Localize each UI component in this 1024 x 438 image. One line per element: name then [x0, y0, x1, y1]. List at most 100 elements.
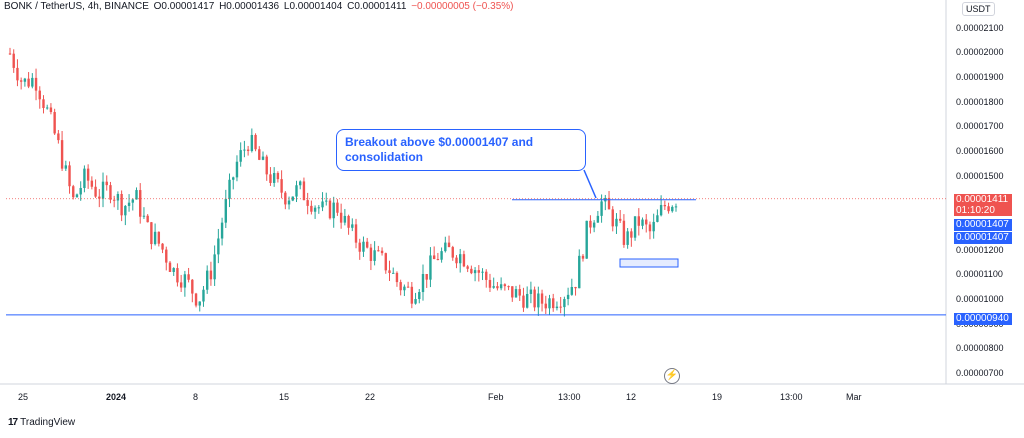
candle [563, 296, 566, 317]
candle [328, 198, 332, 220]
candle [8, 47, 12, 55]
replay-icon[interactable]: ⚡ [664, 368, 680, 384]
time-tick-label: Mar [846, 392, 862, 402]
candle [652, 213, 655, 239]
candle [626, 227, 629, 249]
candle [101, 172, 105, 208]
candle [165, 246, 168, 271]
candle [388, 260, 391, 282]
time-tick-label: 8 [193, 392, 199, 402]
price-tick-label: 0.00001500 [956, 170, 1004, 181]
candle [492, 277, 495, 289]
candle [280, 170, 283, 199]
candle [321, 192, 324, 212]
candle [187, 267, 190, 283]
candle [94, 179, 97, 198]
candle [198, 301, 201, 312]
candle [90, 176, 94, 190]
candle [79, 181, 82, 201]
candle [522, 287, 525, 312]
candle [570, 278, 574, 296]
time-tick-label: 25 [18, 392, 29, 402]
close-value: C0.00001411 [347, 1, 407, 12]
price-tick-label: 0.00001200 [956, 244, 1004, 255]
candle [172, 267, 175, 276]
tradingview-brand[interactable]: 17 TradingView [8, 417, 75, 428]
candle [455, 255, 458, 269]
candle [183, 270, 187, 297]
candle [351, 218, 354, 232]
candle [607, 191, 611, 210]
candle [481, 268, 484, 281]
candle [202, 286, 205, 307]
candle [209, 261, 213, 286]
candle [645, 214, 648, 233]
candle [142, 207, 146, 220]
candle [418, 289, 421, 304]
candle [369, 243, 373, 271]
candle [53, 108, 56, 135]
candle [310, 200, 313, 215]
candle [496, 281, 499, 291]
candle [622, 214, 626, 248]
candle [105, 175, 108, 191]
level-tag-2: 0.00001407 [954, 232, 1012, 244]
time-tick-label: 13:00 [558, 392, 581, 402]
level-tag-1: 0.00001407 [954, 219, 1012, 231]
candle [485, 269, 488, 288]
candle [306, 192, 309, 215]
candle [295, 180, 298, 203]
candle [581, 254, 585, 262]
candle [146, 214, 149, 223]
low-value: L0.00001404 [283, 1, 343, 12]
candle [64, 160, 68, 171]
annotation-line-1: Breakout above $0.00001407 and [345, 135, 534, 149]
candle [395, 271, 399, 287]
currency-label[interactable]: USDT [962, 2, 995, 16]
candle [46, 104, 49, 110]
candle [656, 209, 659, 223]
candle [540, 289, 544, 312]
candle [332, 196, 335, 228]
price-tick-label: 0.00000700 [956, 368, 1004, 379]
candle [34, 68, 38, 101]
candle [384, 252, 387, 274]
candle [432, 246, 436, 260]
time-tick-label: 19 [712, 392, 723, 402]
time-tick-label: Feb [488, 392, 504, 402]
candle [525, 286, 529, 309]
candle [592, 220, 596, 233]
price-tick-label: 0.00001000 [956, 294, 1004, 305]
candle [533, 286, 536, 312]
symbol-name[interactable]: BONK / TetherUS, 4h, BINANCE [4, 1, 149, 12]
candle [49, 103, 53, 115]
candle [529, 281, 533, 304]
consolidation-box[interactable] [619, 258, 679, 268]
brand-name: TradingView [20, 417, 76, 428]
candle [343, 208, 347, 226]
candle [663, 200, 667, 210]
candle [574, 286, 577, 296]
candle [578, 249, 581, 289]
candle [27, 72, 30, 89]
candle [451, 245, 454, 261]
candle [462, 250, 466, 268]
candle [354, 218, 358, 249]
candle [228, 173, 231, 208]
candle [153, 223, 157, 246]
time-tick-label: 22 [365, 392, 376, 402]
candle [555, 301, 559, 311]
open-value: O0.00001417 [153, 1, 215, 12]
candle [16, 59, 19, 87]
candle [425, 273, 428, 288]
candle [194, 292, 198, 308]
breakout-annotation[interactable]: Breakout above $0.00001407 and consolida… [336, 129, 586, 171]
candle [659, 195, 663, 217]
time-tick-label: 15 [279, 392, 290, 402]
candle [615, 213, 618, 234]
candle [98, 189, 101, 208]
candle [191, 279, 194, 303]
candle [637, 208, 640, 236]
